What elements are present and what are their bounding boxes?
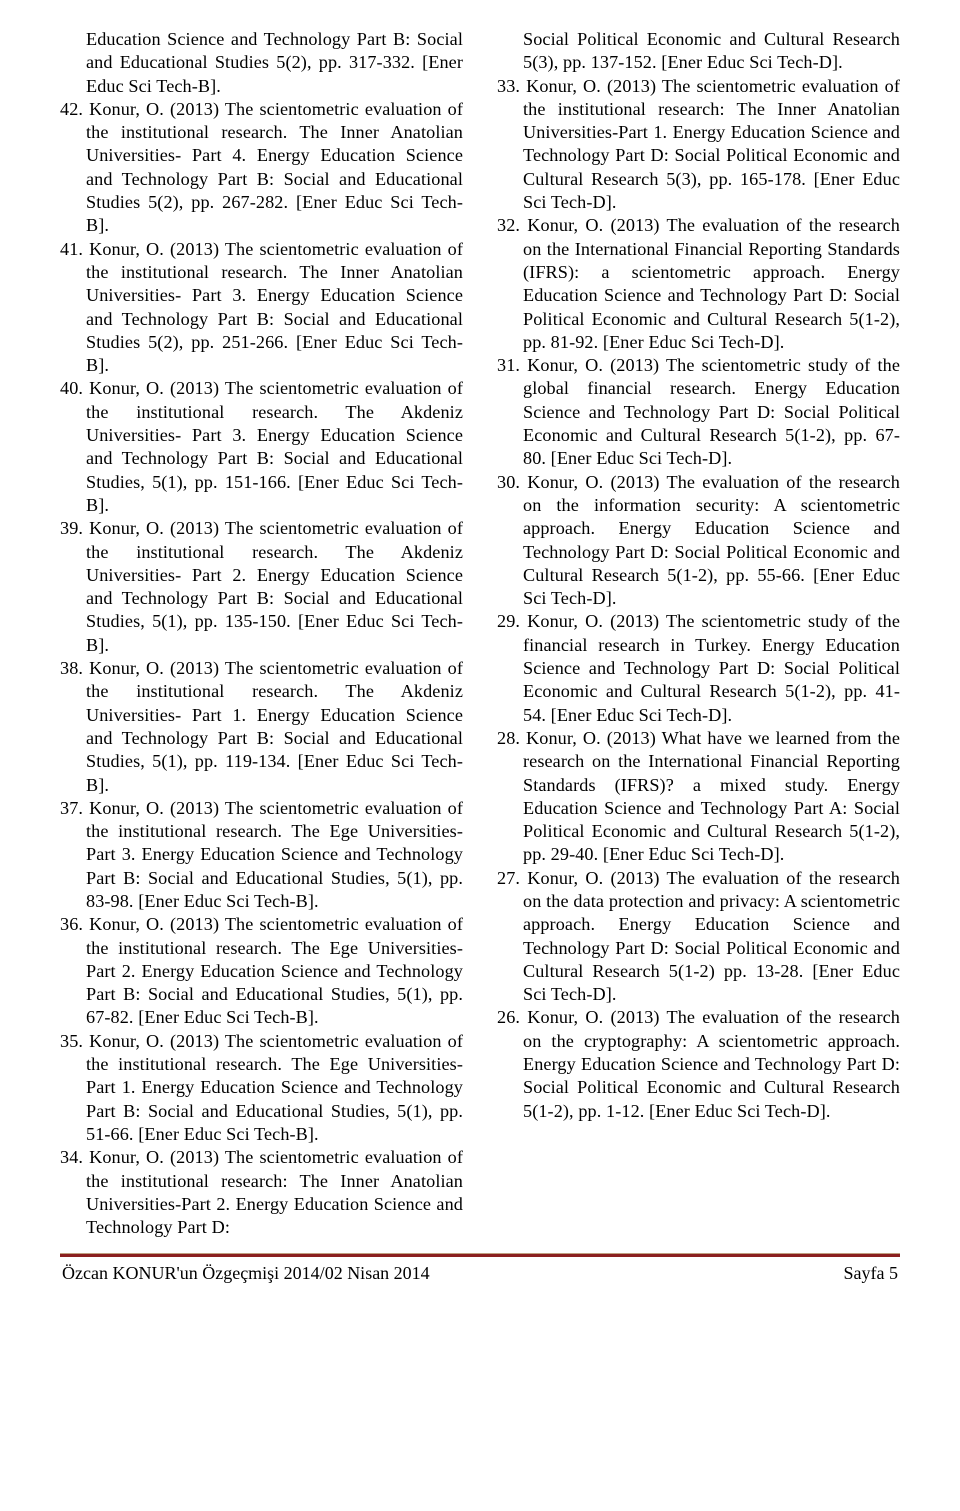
ref-41: 41. Konur, O. (2013) The scientometric e… (60, 238, 463, 378)
two-column-layout: Education Science and Technology Part B:… (60, 28, 900, 1239)
ref-40: 40. Konur, O. (2013) The scientometric e… (60, 377, 463, 517)
ref-36: 36. Konur, O. (2013) The scientometric e… (60, 913, 463, 1029)
ref-31: 31. Konur, O. (2013) The scientometric s… (497, 354, 900, 470)
footer-page-number: Sayfa 5 (844, 1263, 898, 1284)
footer: Özcan KONUR'un Özgeçmişi 2014/02 Nisan 2… (60, 1263, 900, 1284)
right-column: Social Political Economic and Cultural R… (497, 28, 900, 1239)
ref-28: 28. Konur, O. (2013) What have we learne… (497, 727, 900, 867)
ref-42: 42. Konur, O. (2013) The scientometric e… (60, 98, 463, 238)
ref-39: 39. Konur, O. (2013) The scientometric e… (60, 517, 463, 657)
ref-35: 35. Konur, O. (2013) The scientometric e… (60, 1030, 463, 1146)
page-body: Education Science and Technology Part B:… (0, 0, 960, 1304)
ref-32: 32. Konur, O. (2013) The evaluation of t… (497, 214, 900, 354)
ref-fragment-continued: Education Science and Technology Part B:… (60, 28, 463, 98)
footer-wrap: Özcan KONUR'un Özgeçmişi 2014/02 Nisan 2… (60, 1253, 900, 1284)
ref-29: 29. Konur, O. (2013) The scientometric s… (497, 610, 900, 726)
footer-left-text: Özcan KONUR'un Özgeçmişi 2014/02 Nisan 2… (62, 1263, 430, 1284)
footer-rule (60, 1253, 900, 1257)
ref-37: 37. Konur, O. (2013) The scientometric e… (60, 797, 463, 913)
ref-34: 34. Konur, O. (2013) The scientometric e… (60, 1146, 463, 1239)
left-column: Education Science and Technology Part B:… (60, 28, 463, 1239)
ref-30: 30. Konur, O. (2013) The evaluation of t… (497, 471, 900, 611)
ref-fragment-continued-right: Social Political Economic and Cultural R… (497, 28, 900, 75)
ref-38: 38. Konur, O. (2013) The scientometric e… (60, 657, 463, 797)
ref-27: 27. Konur, O. (2013) The evaluation of t… (497, 867, 900, 1007)
ref-33: 33. Konur, O. (2013) The scientometric e… (497, 75, 900, 215)
ref-26: 26. Konur, O. (2013) The evaluation of t… (497, 1006, 900, 1122)
